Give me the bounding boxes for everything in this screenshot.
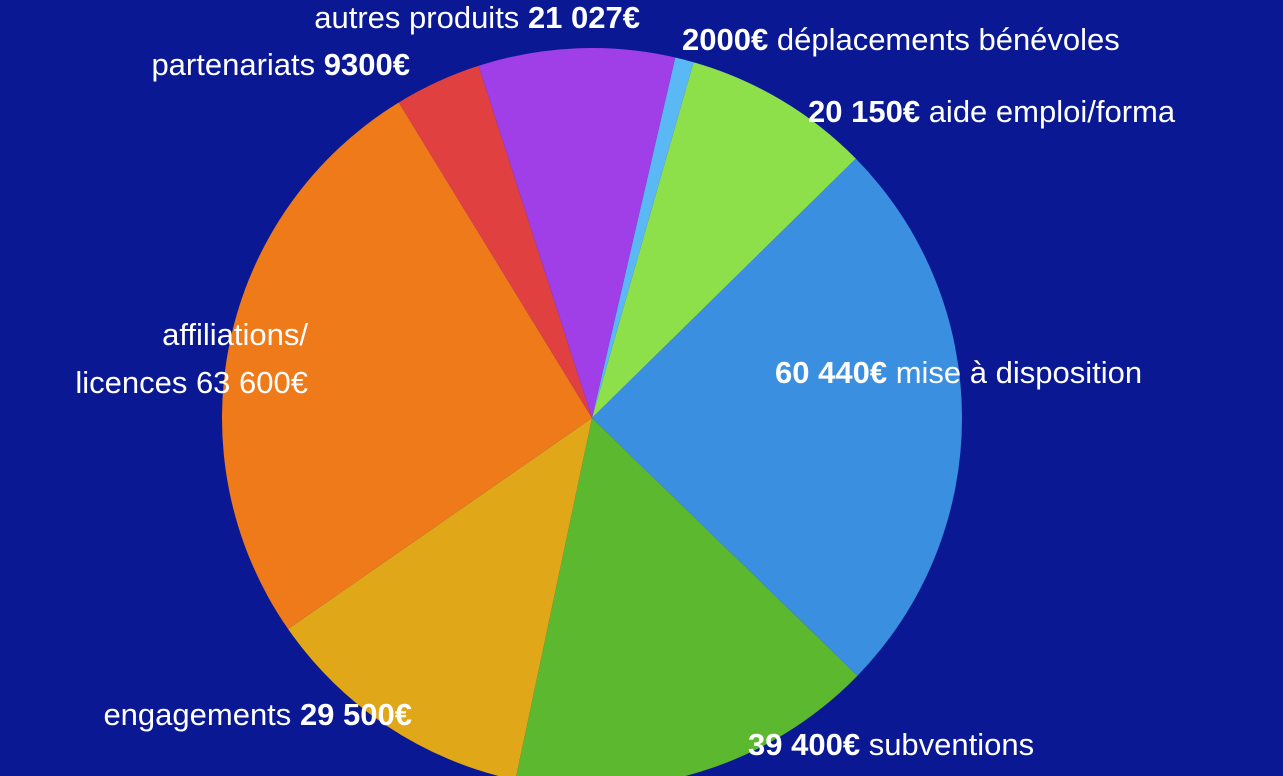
- label-name: subventions: [869, 727, 1034, 762]
- label-value: 63 600€: [196, 365, 308, 400]
- pie-slice: [516, 418, 858, 776]
- label-name: aide emploi/forma: [929, 94, 1176, 129]
- label-value: 29 500€: [300, 697, 412, 732]
- label-name: licences: [75, 365, 196, 400]
- pie-slice: [592, 158, 963, 676]
- slice-label: 2000€ déplacements bénévoles: [682, 22, 1120, 57]
- label-value: 39 400€: [748, 727, 860, 762]
- label-gap: [768, 22, 777, 57]
- label-gap: [291, 697, 300, 732]
- pie-slice: [288, 418, 592, 776]
- pie-slice: [592, 57, 694, 419]
- label-gap: [315, 47, 324, 82]
- slice-label: 20 150€ aide emploi/forma: [808, 94, 1176, 129]
- slice-label: engagements 29 500€: [103, 697, 412, 732]
- label-name: partenariats: [151, 47, 315, 82]
- slice-label: licences 63 600€: [75, 365, 308, 400]
- slice-label: autres produits 21 027€: [314, 0, 640, 35]
- label-value: 2000€: [682, 22, 768, 57]
- slice-label: affiliations/: [162, 317, 308, 352]
- slice-label: partenariats 9300€: [151, 47, 410, 82]
- label-name: mise à disposition: [896, 355, 1142, 390]
- label-value: 20 150€: [808, 94, 920, 129]
- label-gap: [920, 94, 929, 129]
- pie-slice: [221, 102, 592, 630]
- label-value: 21 027€: [528, 0, 640, 35]
- pie-slice: [398, 65, 592, 419]
- label-value: 60 440€: [775, 355, 887, 390]
- label-value: 9300€: [324, 47, 410, 82]
- slice-label: 60 440€ mise à disposition: [775, 355, 1142, 390]
- label-name: déplacements bénévoles: [777, 22, 1120, 57]
- label-name: affiliations/: [162, 317, 308, 352]
- label-gap: [860, 727, 869, 762]
- label-name: autres produits: [314, 0, 519, 35]
- pie-slice: [592, 62, 856, 418]
- slice-label: 39 400€ subventions: [748, 727, 1034, 762]
- label-gap: [519, 0, 528, 35]
- pie-slice: [478, 48, 676, 419]
- label-gap: [887, 355, 896, 390]
- label-name: engagements: [103, 697, 291, 732]
